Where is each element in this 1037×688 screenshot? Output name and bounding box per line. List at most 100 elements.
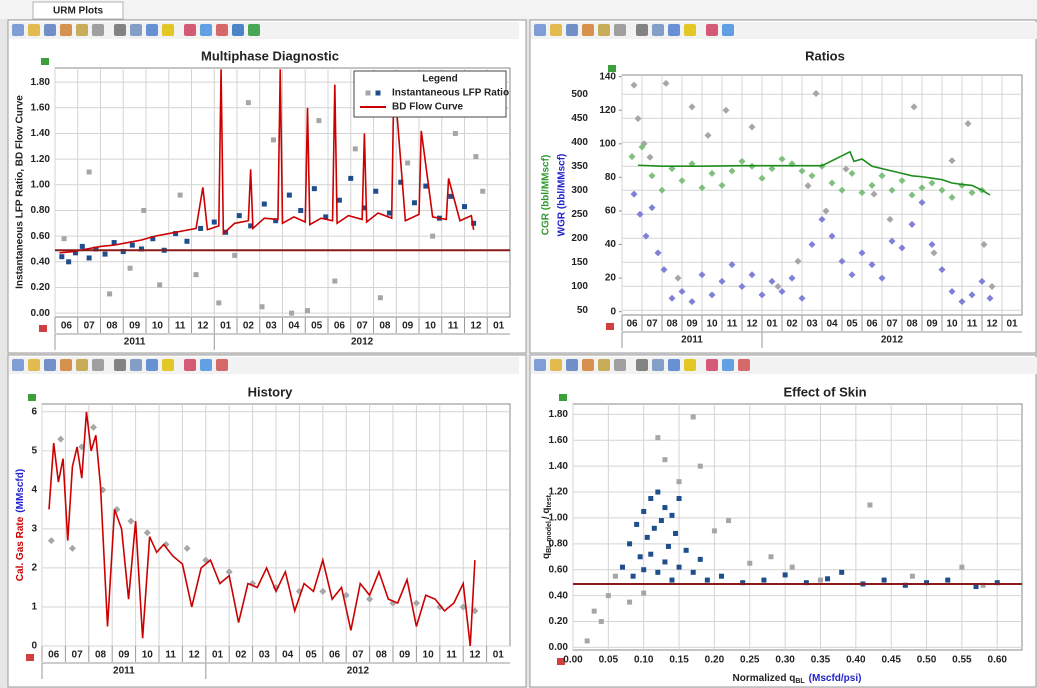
y-tick-label: 0 bbox=[31, 641, 37, 652]
x-tick-label: 08 bbox=[906, 319, 918, 330]
toolbar-button[interactable] bbox=[92, 24, 104, 36]
toolbar-button[interactable] bbox=[28, 24, 40, 36]
toolbar-button[interactable] bbox=[130, 359, 142, 371]
toolbar-button[interactable] bbox=[60, 24, 72, 36]
x-tick-label: 12 bbox=[197, 321, 209, 332]
x-tick-label: 0.40 bbox=[846, 655, 866, 666]
toolbar-button[interactable] bbox=[232, 24, 244, 36]
lock-icon[interactable] bbox=[28, 394, 36, 401]
toolbar-button[interactable] bbox=[216, 359, 228, 371]
toolbar-button[interactable] bbox=[12, 359, 24, 371]
toolbar-button[interactable] bbox=[92, 359, 104, 371]
toolbar-button[interactable] bbox=[162, 359, 174, 371]
data-point bbox=[738, 282, 746, 290]
toolbar-button[interactable] bbox=[200, 24, 212, 36]
toolbar-button[interactable] bbox=[114, 359, 126, 371]
toolbar-button[interactable] bbox=[706, 359, 718, 371]
lock-icon[interactable] bbox=[26, 654, 34, 661]
toolbar-button[interactable] bbox=[216, 24, 228, 36]
x-tick-label: 06 bbox=[329, 650, 341, 661]
lock-icon[interactable] bbox=[41, 58, 49, 65]
y-tick-label: 250 bbox=[571, 209, 588, 220]
data-point bbox=[728, 167, 736, 175]
toolbar-button[interactable] bbox=[44, 24, 56, 36]
x-tick-label: 10 bbox=[946, 319, 958, 330]
toolbar-button[interactable] bbox=[614, 24, 626, 36]
toolbar-button[interactable] bbox=[566, 24, 578, 36]
x-tick-label: 0.10 bbox=[634, 655, 654, 666]
toolbar-button[interactable] bbox=[162, 24, 174, 36]
toolbar-button[interactable] bbox=[534, 24, 546, 36]
data-point bbox=[708, 291, 716, 299]
data-point bbox=[627, 541, 633, 547]
toolbar-button[interactable] bbox=[614, 359, 626, 371]
toolbar-button[interactable] bbox=[76, 24, 88, 36]
data-point bbox=[718, 573, 724, 579]
toolbar-button[interactable] bbox=[738, 359, 750, 371]
toolbar-button[interactable] bbox=[28, 359, 40, 371]
toolbar-button[interactable] bbox=[550, 24, 562, 36]
toolbar-button[interactable] bbox=[114, 24, 126, 36]
data-point bbox=[808, 241, 816, 249]
toolbar-button[interactable] bbox=[248, 24, 260, 36]
data-point bbox=[698, 184, 706, 192]
toolbar-button[interactable] bbox=[684, 24, 696, 36]
toolbar-button[interactable] bbox=[130, 24, 142, 36]
toolbar-button[interactable] bbox=[44, 359, 56, 371]
toolbar-button[interactable] bbox=[582, 24, 594, 36]
toolbar-button[interactable] bbox=[636, 24, 648, 36]
data-point bbox=[405, 160, 411, 166]
toolbar-button[interactable] bbox=[652, 359, 664, 371]
toolbar-button[interactable] bbox=[652, 24, 664, 36]
x-tick-label: 06 bbox=[626, 319, 638, 330]
toolbar-button[interactable] bbox=[12, 24, 24, 36]
tab[interactable] bbox=[32, 1, 124, 20]
toolbar-button[interactable] bbox=[146, 359, 158, 371]
toolbar-button[interactable] bbox=[598, 24, 610, 36]
data-point bbox=[878, 274, 886, 282]
toolbar-button[interactable] bbox=[184, 359, 196, 371]
y-tick-label: 450 bbox=[571, 113, 588, 124]
data-point bbox=[93, 246, 99, 252]
x-tick-label: 0.60 bbox=[988, 655, 1008, 666]
data-point bbox=[828, 179, 836, 187]
x-tick-label: 02 bbox=[235, 650, 247, 661]
toolbar-button[interactable] bbox=[566, 359, 578, 371]
toolbar-button[interactable] bbox=[684, 359, 696, 371]
data-point bbox=[678, 288, 686, 296]
toolbar-button[interactable] bbox=[200, 359, 212, 371]
x-group-label: 2012 bbox=[881, 335, 904, 346]
toolbar-button[interactable] bbox=[722, 359, 734, 371]
data-point bbox=[726, 518, 732, 524]
x-tick-label: 01 bbox=[493, 650, 505, 661]
y-tick-label: 1.20 bbox=[549, 487, 569, 498]
toolbar-button[interactable] bbox=[598, 359, 610, 371]
toolbar-button[interactable] bbox=[550, 359, 562, 371]
x-group-label: 2011 bbox=[113, 666, 135, 677]
lock-icon[interactable] bbox=[557, 658, 565, 665]
toolbar-button[interactable] bbox=[706, 24, 718, 36]
tab-label[interactable]: URM Plots bbox=[53, 6, 103, 17]
y-tick-label: 6 bbox=[31, 406, 37, 417]
toolbar-button[interactable] bbox=[534, 359, 546, 371]
toolbar-button[interactable] bbox=[582, 359, 594, 371]
toolbar-button[interactable] bbox=[60, 359, 72, 371]
toolbar-button[interactable] bbox=[76, 359, 88, 371]
toolbar-button[interactable] bbox=[668, 24, 680, 36]
lock-icon[interactable] bbox=[606, 323, 614, 330]
data-point bbox=[839, 569, 845, 575]
data-line bbox=[59, 69, 475, 254]
toolbar-button[interactable] bbox=[146, 24, 158, 36]
toolbar-button[interactable] bbox=[668, 359, 680, 371]
lock-icon[interactable] bbox=[559, 394, 567, 401]
toolbar-button[interactable] bbox=[184, 24, 196, 36]
data-point bbox=[634, 521, 640, 527]
data-point bbox=[648, 204, 656, 212]
lock-icon[interactable] bbox=[608, 65, 616, 72]
chart-title: Effect of Skin bbox=[783, 384, 866, 399]
toolbar-button[interactable] bbox=[636, 359, 648, 371]
y2-tick-label: 120 bbox=[599, 105, 616, 116]
data-point bbox=[928, 179, 936, 187]
toolbar-button[interactable] bbox=[722, 24, 734, 36]
lock-icon[interactable] bbox=[39, 325, 47, 332]
